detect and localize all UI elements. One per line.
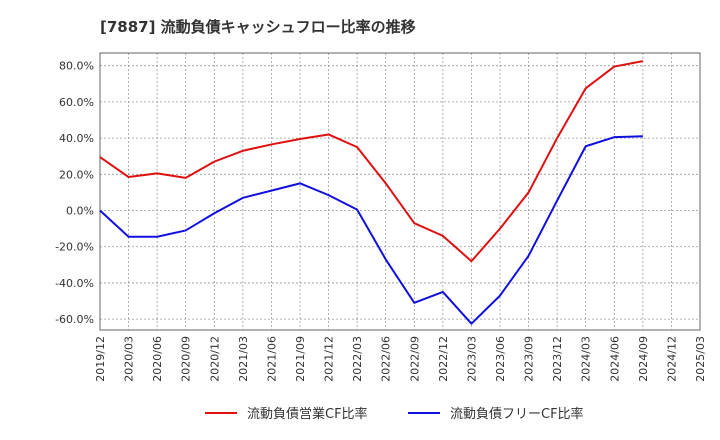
x-tick-label: 2022/06 (380, 336, 393, 382)
legend-label: 流動負債フリーCF比率 (450, 406, 584, 422)
x-tick-label: 2023/12 (551, 336, 564, 382)
series-line-1 (99, 60, 644, 263)
x-tick-label: 2020/06 (151, 336, 164, 382)
x-tick-label: 2019/12 (94, 336, 107, 382)
y-tick-label: 40.0% (59, 132, 94, 145)
x-tick-label: 2021/09 (294, 336, 307, 382)
x-tick-label: 2020/03 (123, 336, 136, 382)
y-tick-label: -60.0% (55, 313, 94, 326)
x-tick-label: 2020/12 (208, 336, 221, 382)
x-tick-label: 2023/06 (494, 336, 507, 382)
x-axis-ticks: 2019/12 2020/03 2020/06 2020/09 2020/12 2021/… (94, 336, 707, 382)
x-tick-label: 2021/03 (237, 336, 250, 382)
x-tick-label: 2020/09 (180, 336, 193, 382)
y-tick-label: -40.0% (55, 277, 94, 290)
y-tick-label: -20.0% (55, 241, 94, 254)
plot-area (99, 52, 701, 331)
x-tick-label: 2024/09 (637, 336, 650, 382)
x-tick-label: 2023/09 (523, 336, 536, 382)
series-group (99, 60, 644, 325)
x-tick-label: 2024/12 (665, 336, 678, 382)
x-tick-label: 2022/12 (437, 336, 450, 382)
y-tick-label: 20.0% (59, 168, 94, 181)
y-tick-label: 0.0% (66, 205, 94, 218)
x-tick-label: 2023/03 (465, 336, 478, 382)
x-tick-label: 2021/06 (265, 336, 278, 382)
x-tick-label: 2024/06 (608, 336, 621, 382)
x-tick-label: 2021/12 (323, 336, 336, 382)
chart-title: [7887] 流動負債キャッシュフロー比率の推移 (100, 18, 416, 36)
legend: 流動負債営業CF比率 流動負債フリーCF比率 (205, 406, 584, 422)
x-tick-label: 2025/03 (694, 336, 707, 382)
y-axis-ticks: 80.0% 60.0% 40.0% 20.0% 0.0% -20.0% -40.0% -60.… (55, 60, 94, 326)
x-tick-label: 2022/03 (351, 336, 364, 382)
y-tick-label: 80.0% (59, 60, 94, 73)
series-line-2 (99, 135, 643, 325)
x-tick-label: 2022/09 (408, 336, 421, 382)
legend-label: 流動負債営業CF比率 (247, 406, 368, 422)
y-tick-label: 60.0% (59, 96, 94, 109)
grid (99, 53, 701, 330)
x-tick-label: 2024/03 (580, 336, 593, 382)
